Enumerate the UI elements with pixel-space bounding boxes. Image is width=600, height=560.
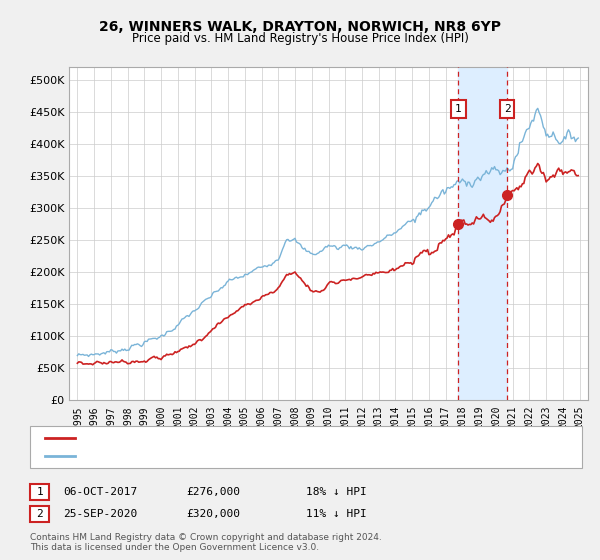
Bar <box>458 67 507 400</box>
Text: 1: 1 <box>455 104 461 114</box>
Text: 18% ↓ HPI: 18% ↓ HPI <box>306 487 367 497</box>
Text: 1: 1 <box>36 487 43 497</box>
Text: This data is licensed under the Open Government Licence v3.0.: This data is licensed under the Open Gov… <box>30 543 319 552</box>
Text: 25-SEP-2020: 25-SEP-2020 <box>63 509 137 519</box>
Text: 06-OCT-2017: 06-OCT-2017 <box>63 487 137 497</box>
Text: 2: 2 <box>504 104 511 114</box>
Text: £276,000: £276,000 <box>186 487 240 497</box>
Text: 26, WINNERS WALK, DRAYTON, NORWICH, NR8 6YP: 26, WINNERS WALK, DRAYTON, NORWICH, NR8 … <box>99 20 501 34</box>
Text: 2: 2 <box>36 509 43 519</box>
Text: HPI: Average price, detached house, Broadland: HPI: Average price, detached house, Broa… <box>81 451 327 461</box>
Text: 26, WINNERS WALK, DRAYTON, NORWICH, NR8 6YP (detached house): 26, WINNERS WALK, DRAYTON, NORWICH, NR8 … <box>81 433 442 443</box>
Text: Contains HM Land Registry data © Crown copyright and database right 2024.: Contains HM Land Registry data © Crown c… <box>30 533 382 542</box>
Text: 11% ↓ HPI: 11% ↓ HPI <box>306 509 367 519</box>
Text: Price paid vs. HM Land Registry's House Price Index (HPI): Price paid vs. HM Land Registry's House … <box>131 32 469 45</box>
Text: £320,000: £320,000 <box>186 509 240 519</box>
